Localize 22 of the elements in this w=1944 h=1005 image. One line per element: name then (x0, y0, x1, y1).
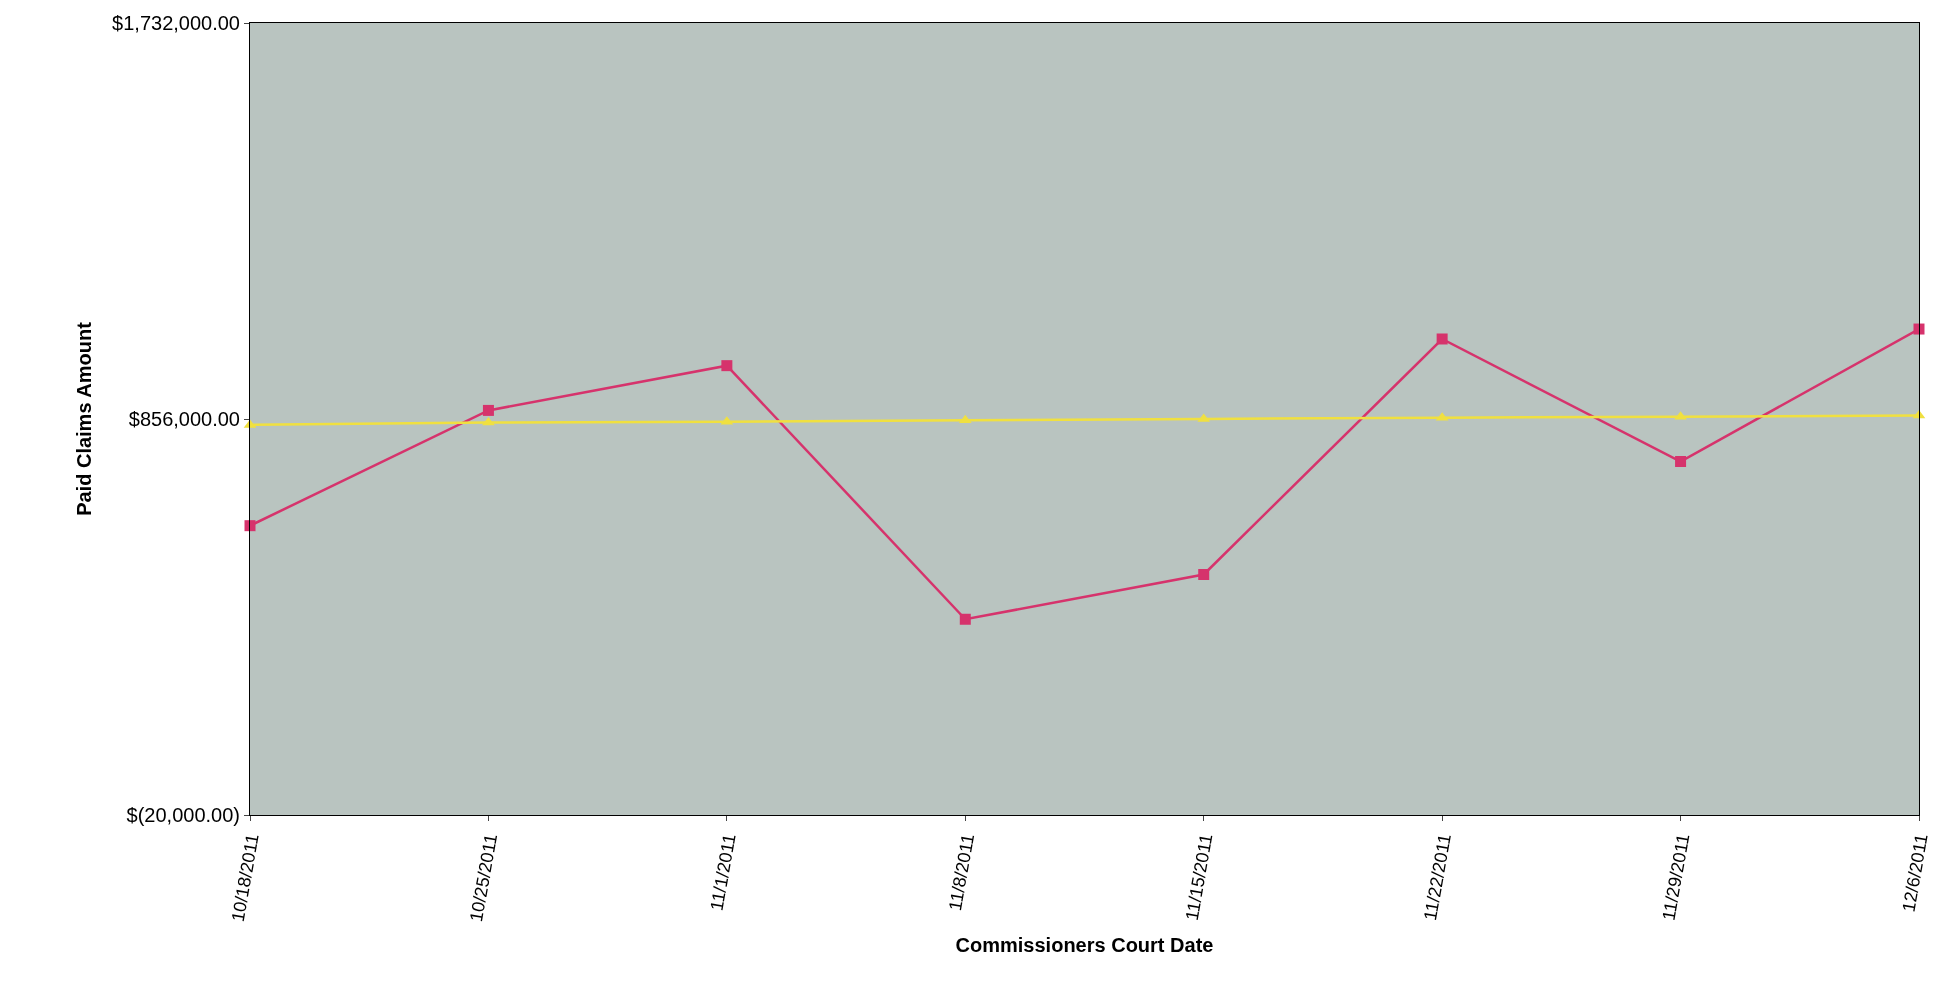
point (482, 404, 494, 416)
y-axis-title: Paid Claims Amount (72, 321, 95, 516)
x-axis-title: Commissioners Court Date (955, 933, 1214, 956)
x-tick-label: 11/22/2011 (1420, 832, 1455, 922)
x-tick-label: 11/8/2011 (944, 832, 979, 913)
point (959, 613, 971, 625)
point (721, 360, 733, 372)
y-tick-label: $1,732,000.00 (112, 12, 240, 34)
point (958, 414, 972, 424)
x-tick-label: 10/25/2011 (466, 832, 502, 924)
x-tick-label: 11/29/2011 (1658, 832, 1694, 922)
point (244, 520, 256, 532)
x-tick-label: 11/15/2011 (1181, 832, 1217, 922)
point (1436, 333, 1448, 345)
point (1675, 455, 1687, 467)
x-tick-label: 12/6/2011 (1898, 832, 1932, 914)
y-tick-label: $(20,000.00) (126, 804, 240, 826)
point (1198, 569, 1210, 581)
x-tick-label: 11/1/2011 (706, 832, 740, 913)
point (1913, 323, 1925, 335)
y-tick-label: $856,000.00 (128, 408, 240, 430)
x-tick-label: 10/18/2011 (227, 832, 263, 924)
